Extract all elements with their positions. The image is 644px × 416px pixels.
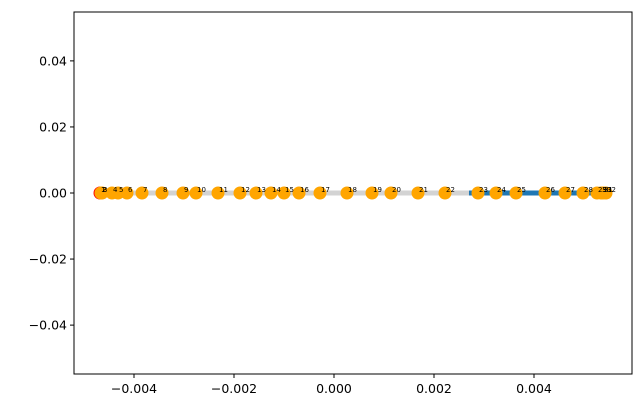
- x-tick-label: 0.002: [416, 381, 452, 396]
- plot-frame: [73, 11, 633, 375]
- x-tick-label: −0.002: [211, 381, 257, 396]
- point: [489, 186, 503, 200]
- point: [292, 186, 306, 200]
- point: [120, 186, 134, 200]
- point-label: 17: [321, 186, 330, 194]
- point: [509, 186, 523, 200]
- point-label: 5: [119, 186, 123, 194]
- y-tick-label: −0.02: [29, 252, 67, 267]
- y-tick-label: −0.04: [29, 318, 67, 333]
- point: [249, 186, 263, 200]
- point-label: 25: [517, 186, 526, 194]
- point-label: 24: [497, 186, 506, 194]
- point-label: 30: [602, 186, 611, 194]
- point: [599, 186, 613, 200]
- point-label: 32: [607, 186, 616, 194]
- point-label: 3: [103, 186, 107, 194]
- point-label: 7: [143, 186, 147, 194]
- point-label: 22: [446, 186, 455, 194]
- x-tick-label: 0.004: [516, 381, 552, 396]
- point-label: 27: [566, 186, 575, 194]
- point: [211, 186, 225, 200]
- y-tick-label: 0.02: [39, 119, 67, 134]
- point-label: 1: [101, 186, 105, 194]
- point-label: 16: [300, 186, 309, 194]
- point: [176, 186, 190, 200]
- point-label: 12: [241, 186, 250, 194]
- point-label: 14: [272, 186, 281, 194]
- point: [438, 186, 452, 200]
- point: [189, 186, 203, 200]
- point-label: 23: [479, 186, 488, 194]
- point: [111, 186, 125, 200]
- point: [277, 186, 291, 200]
- point-label: 8: [163, 186, 167, 194]
- point-label: 29: [598, 186, 607, 194]
- point: [411, 186, 425, 200]
- point-label: 18: [348, 186, 357, 194]
- point: [576, 186, 590, 200]
- point: [135, 186, 149, 200]
- point-label: 15: [285, 186, 294, 194]
- y-tick-label: 0.00: [39, 186, 67, 201]
- point-label: 9: [184, 186, 188, 194]
- point-label: 26: [546, 186, 555, 194]
- point: [313, 186, 327, 200]
- point: [155, 186, 169, 200]
- point-label: 11: [219, 186, 228, 194]
- point: [95, 186, 109, 200]
- point: [471, 186, 485, 200]
- x-tick-label: 0.000: [316, 381, 352, 396]
- point-label: 10: [197, 186, 206, 194]
- point-label: 31: [604, 186, 613, 194]
- point: [538, 186, 552, 200]
- point-label: 20: [392, 186, 401, 194]
- point-label: 28: [584, 186, 593, 194]
- point: [340, 186, 354, 200]
- y-tick-label: 0.04: [39, 53, 67, 68]
- point-label: 4: [113, 186, 118, 194]
- point-label: 2: [102, 186, 106, 194]
- point-label: 21: [419, 186, 428, 194]
- point-label: 19: [373, 186, 382, 194]
- x-tick-label: −0.004: [111, 381, 157, 396]
- point-label: 6: [128, 186, 133, 194]
- point: [264, 186, 278, 200]
- point: [384, 186, 398, 200]
- point: [365, 186, 379, 200]
- point: [558, 186, 572, 200]
- point-label: 13: [257, 186, 266, 194]
- point: [233, 186, 247, 200]
